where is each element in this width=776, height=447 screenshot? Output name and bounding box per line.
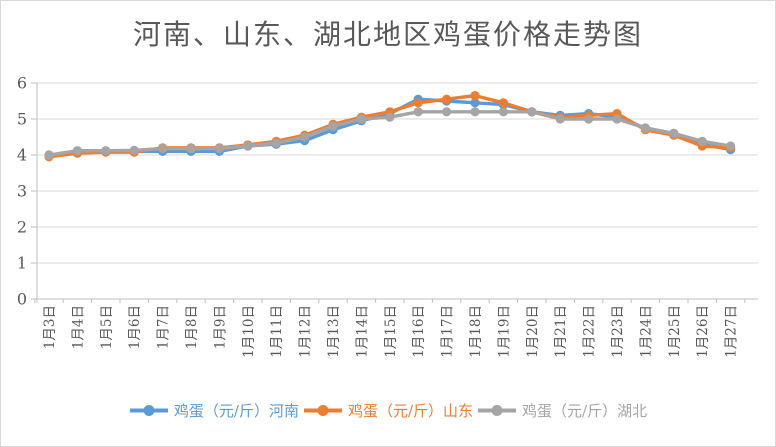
- data-point-hubei: [243, 141, 253, 151]
- x-tick-label: 1月3日: [42, 305, 58, 349]
- data-point-hubei: [271, 138, 281, 148]
- x-tick-label: 1月20日: [525, 305, 541, 358]
- x-tick-label: 1月12日: [298, 305, 314, 358]
- data-point-hubei: [129, 145, 139, 155]
- x-tick-label: 1月14日: [354, 305, 370, 358]
- y-tick-label: 3: [17, 182, 27, 201]
- chart-legend: 鸡蛋（元/斤）河南 鸡蛋（元/斤）山东 鸡蛋（元/斤）湖北: [1, 400, 775, 421]
- x-tick-label: 1月17日: [440, 305, 456, 358]
- data-point-hubei: [697, 136, 707, 146]
- legend-item-hubei[interactable]: 鸡蛋（元/斤）湖北: [477, 400, 647, 421]
- data-point-hubei: [470, 107, 480, 117]
- x-tick-label: 1月5日: [99, 305, 115, 349]
- legend-marker-shandong-icon: [303, 405, 342, 416]
- legend-item-shandong[interactable]: 鸡蛋（元/斤）山东: [303, 400, 473, 421]
- y-tick-label: 2: [17, 218, 27, 237]
- data-point-hubei: [186, 143, 196, 154]
- x-tick-label: 1月7日: [156, 305, 172, 349]
- legend-marker-henan-icon: [129, 405, 168, 416]
- data-point-shandong: [413, 98, 423, 108]
- x-tick-label: 1月24日: [638, 305, 654, 358]
- x-tick-label: 1月15日: [383, 305, 399, 358]
- data-point-hubei: [669, 128, 679, 138]
- x-tick-label: 1月22日: [582, 305, 598, 358]
- x-tick-label: 1月8日: [184, 305, 200, 349]
- legend-label-shandong: 鸡蛋（元/斤）山东: [347, 402, 474, 420]
- x-tick-label: 1月26日: [695, 305, 711, 358]
- data-point-hubei: [640, 123, 651, 133]
- data-point-hubei: [158, 143, 168, 154]
- x-tick-label: 1月27日: [724, 305, 740, 358]
- x-tick-label: 1月11日: [269, 305, 285, 358]
- data-point-hubei: [555, 114, 565, 124]
- data-point-hubei: [44, 150, 54, 160]
- data-point-hubei: [72, 146, 82, 156]
- x-tick-label: 1月6日: [127, 305, 143, 349]
- x-tick-label: 1月13日: [326, 305, 342, 358]
- data-point-hubei: [442, 107, 452, 117]
- data-point-hubei: [214, 143, 224, 154]
- data-point-hubei: [328, 121, 338, 131]
- legend-label-henan: 鸡蛋（元/斤）河南: [173, 402, 299, 420]
- x-tick-label: 1月25日: [667, 305, 683, 358]
- data-point-hubei: [101, 146, 111, 156]
- data-point-shandong: [470, 91, 480, 101]
- y-tick-label: 5: [17, 110, 27, 129]
- data-point-hubei: [498, 107, 508, 117]
- x-tick-label: 1月4日: [70, 305, 86, 349]
- x-tick-label: 1月9日: [212, 305, 228, 349]
- y-tick-label: 4: [17, 146, 27, 165]
- data-point-hubei: [300, 132, 310, 142]
- data-point-henan: [470, 98, 480, 108]
- legend-marker-hubei-icon: [478, 405, 517, 416]
- data-point-hubei: [356, 114, 366, 124]
- data-point-hubei: [584, 114, 594, 124]
- x-tick-label: 1月23日: [610, 305, 626, 358]
- y-tick-label: 1: [17, 254, 27, 273]
- data-point-shandong: [442, 94, 452, 104]
- x-tick-label: 1月19日: [496, 305, 512, 358]
- legend-label-hubei: 鸡蛋（元/斤）湖北: [522, 402, 648, 420]
- data-point-shandong: [498, 98, 508, 108]
- data-point-hubei: [726, 141, 736, 151]
- x-tick-label: 1月18日: [468, 305, 484, 358]
- legend-item-henan[interactable]: 鸡蛋（元/斤）河南: [129, 400, 299, 421]
- data-point-hubei: [612, 114, 622, 124]
- chart-title: 河南、山东、湖北地区鸡蛋价格走势图: [132, 18, 643, 51]
- data-point-hubei: [527, 107, 537, 117]
- y-tick-label: 0: [17, 290, 27, 309]
- data-point-hubei: [385, 112, 395, 122]
- x-tick-label: 1月21日: [553, 305, 569, 358]
- y-tick-label: 6: [17, 74, 27, 93]
- data-point-hubei: [413, 107, 423, 117]
- x-tick-label: 1月16日: [411, 305, 427, 358]
- x-tick-label: 1月10日: [241, 305, 257, 358]
